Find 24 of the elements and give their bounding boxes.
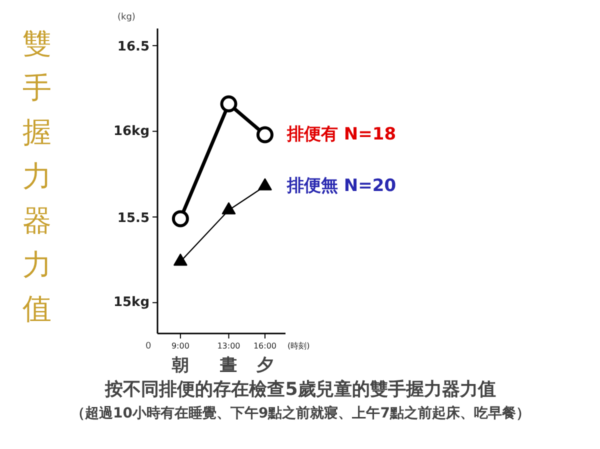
point xyxy=(173,254,188,266)
point xyxy=(172,210,189,228)
text: (kg) xyxy=(118,12,136,22)
y-tick-label: 16.5 xyxy=(117,40,150,55)
text: 晝 xyxy=(219,356,238,376)
y-tick-label: 15.5 xyxy=(117,210,150,226)
text: 朝 xyxy=(170,356,189,376)
point xyxy=(220,95,238,112)
point xyxy=(222,202,236,214)
text: 按不同排便的存在檢查5歲兒童的雙手握力器力值 xyxy=(104,379,496,400)
point xyxy=(256,126,274,144)
text: （超過10小時有在睡覺、下午9點之前就寢、上午7點之前起床、吃早餐） xyxy=(71,404,530,422)
x-tick-label: 13:00 xyxy=(217,342,240,350)
y-tick-label: 15kg xyxy=(113,295,150,310)
x-axis-title: (時刻) xyxy=(288,342,310,350)
series-label: 排便無 N=20 xyxy=(286,176,396,196)
y-tick-label: 16kg xyxy=(113,124,150,139)
text: 夕 xyxy=(255,356,274,376)
y-axis-title: 雙手握力器力值 xyxy=(22,26,52,326)
x-tick-label: 16:00 xyxy=(253,342,277,350)
x-tick-label: 9:00 xyxy=(171,342,190,350)
series-label: 排便有 N=18 xyxy=(286,124,396,145)
text: 0 xyxy=(146,342,152,352)
point xyxy=(258,178,272,190)
